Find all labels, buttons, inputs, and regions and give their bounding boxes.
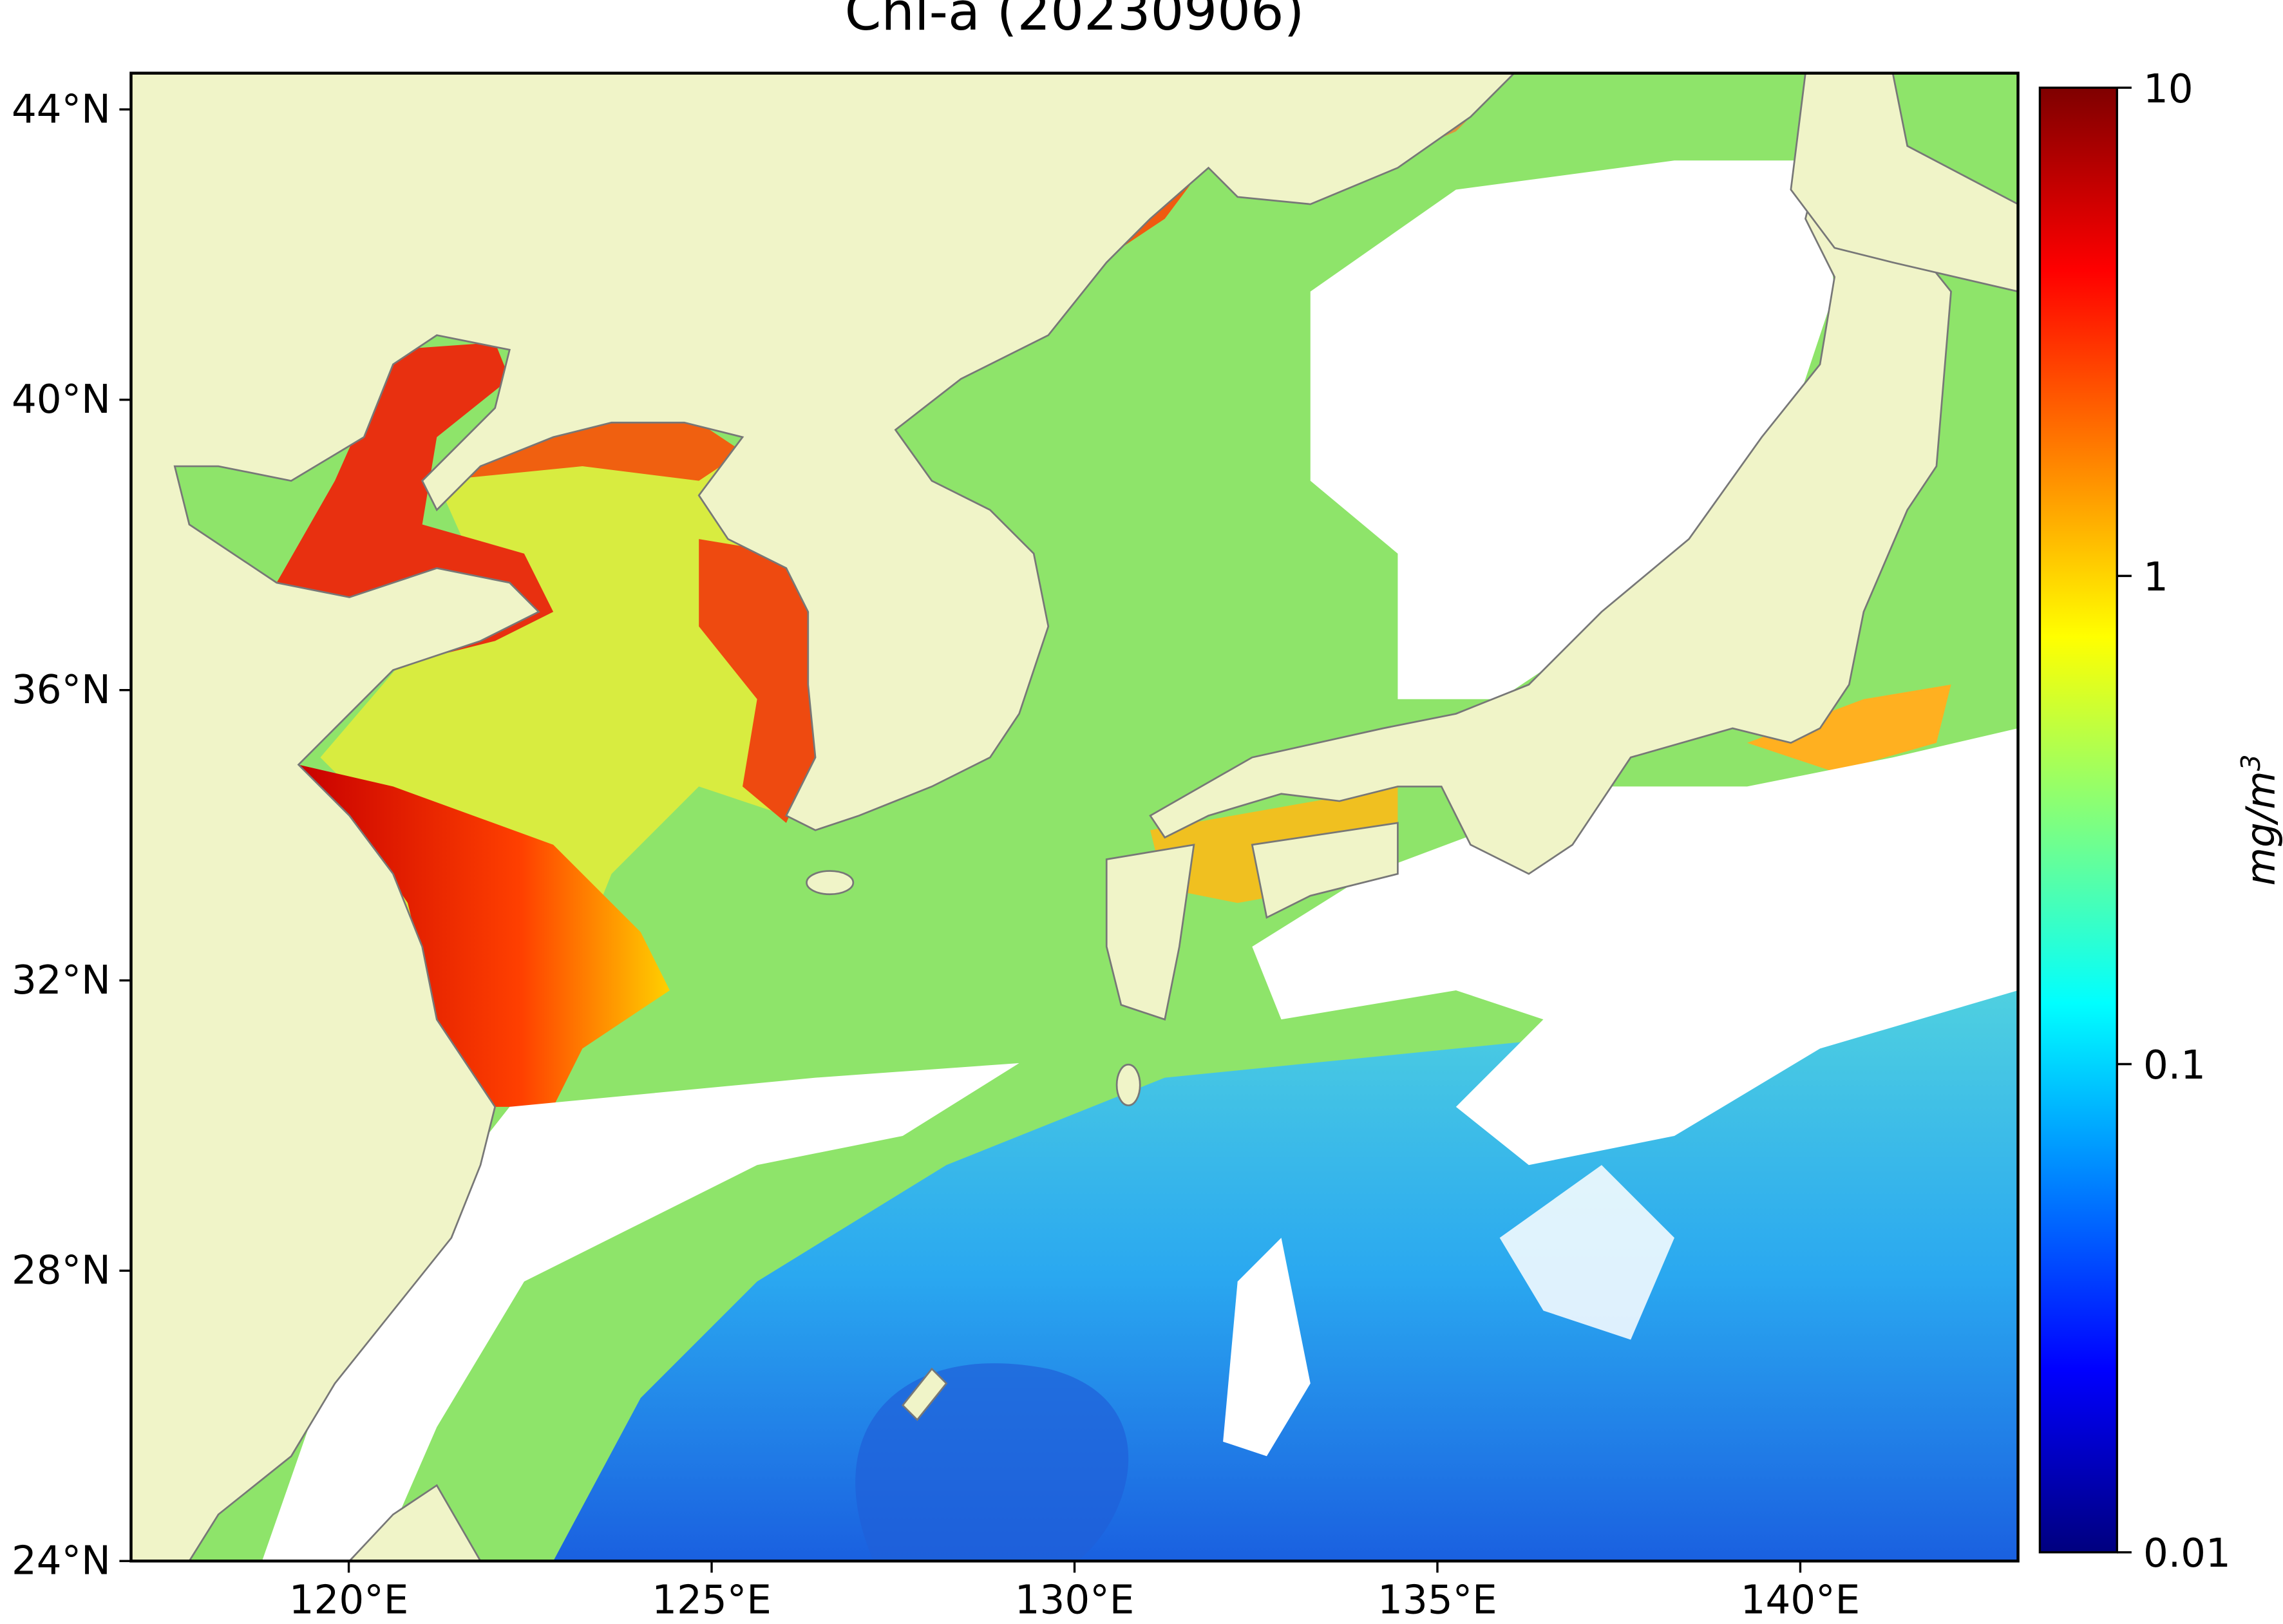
map-area	[131, 73, 2018, 1562]
mainland	[131, 73, 1516, 1562]
x-tick-label: 125°E	[652, 1578, 772, 1623]
coastal-bloom	[1747, 685, 1951, 772]
honshu	[1149, 158, 1952, 875]
cloud	[1499, 1165, 1674, 1340]
x-tick-label: 120°E	[289, 1578, 409, 1623]
coastal-bloom	[298, 764, 670, 1107]
coastal-bloom	[437, 422, 743, 481]
map-title: Chl-a (20230906)	[845, 0, 1305, 42]
cloud	[1252, 728, 2018, 1166]
x-tick-label: 140°E	[1741, 1578, 1861, 1623]
hokkaido	[1790, 73, 2018, 293]
y-tick-label: 44°N	[12, 86, 111, 132]
axes: 120°E 125°E 130°E 135°E 140°E 24°N 28°N 32°N 36°…	[12, 86, 1860, 1623]
y-tick-label: 24°N	[12, 1538, 111, 1584]
jeju	[806, 870, 855, 896]
cloud	[1310, 160, 1835, 699]
colorbar-tick-label: 0.1	[2143, 1043, 2206, 1088]
colorbar-label: mg/m3	[2235, 754, 2283, 885]
x-tick-label: 135°E	[1378, 1578, 1497, 1623]
cloud	[1223, 1238, 1311, 1457]
taiwan	[348, 1484, 482, 1562]
kyushu	[1105, 844, 1195, 1021]
unit-exponent: 3	[2235, 754, 2266, 771]
y-tick-label: 28°N	[12, 1248, 111, 1294]
x-tick-label: 130°E	[1015, 1578, 1135, 1623]
land	[131, 73, 2018, 1562]
unit-base: mg/m	[2238, 771, 2283, 885]
colorbar: 0.01 0.1 1 10 mg/m3	[2038, 66, 2283, 1576]
y-tick-label: 40°N	[12, 377, 111, 422]
y-tick-label: 36°N	[12, 667, 111, 713]
y-tick-label: 32°N	[12, 958, 111, 1003]
colorbar-scale	[2038, 86, 2118, 1554]
colorbar-tick-label: 10	[2143, 66, 2193, 112]
okinawa	[901, 1367, 948, 1421]
colorbar-tick-label: 0.01	[2143, 1531, 2231, 1576]
coastal-bloom	[699, 539, 816, 823]
shikoku	[1251, 822, 1399, 919]
colorbar-tick-label: 1	[2143, 554, 2168, 600]
island	[1115, 1063, 1141, 1106]
